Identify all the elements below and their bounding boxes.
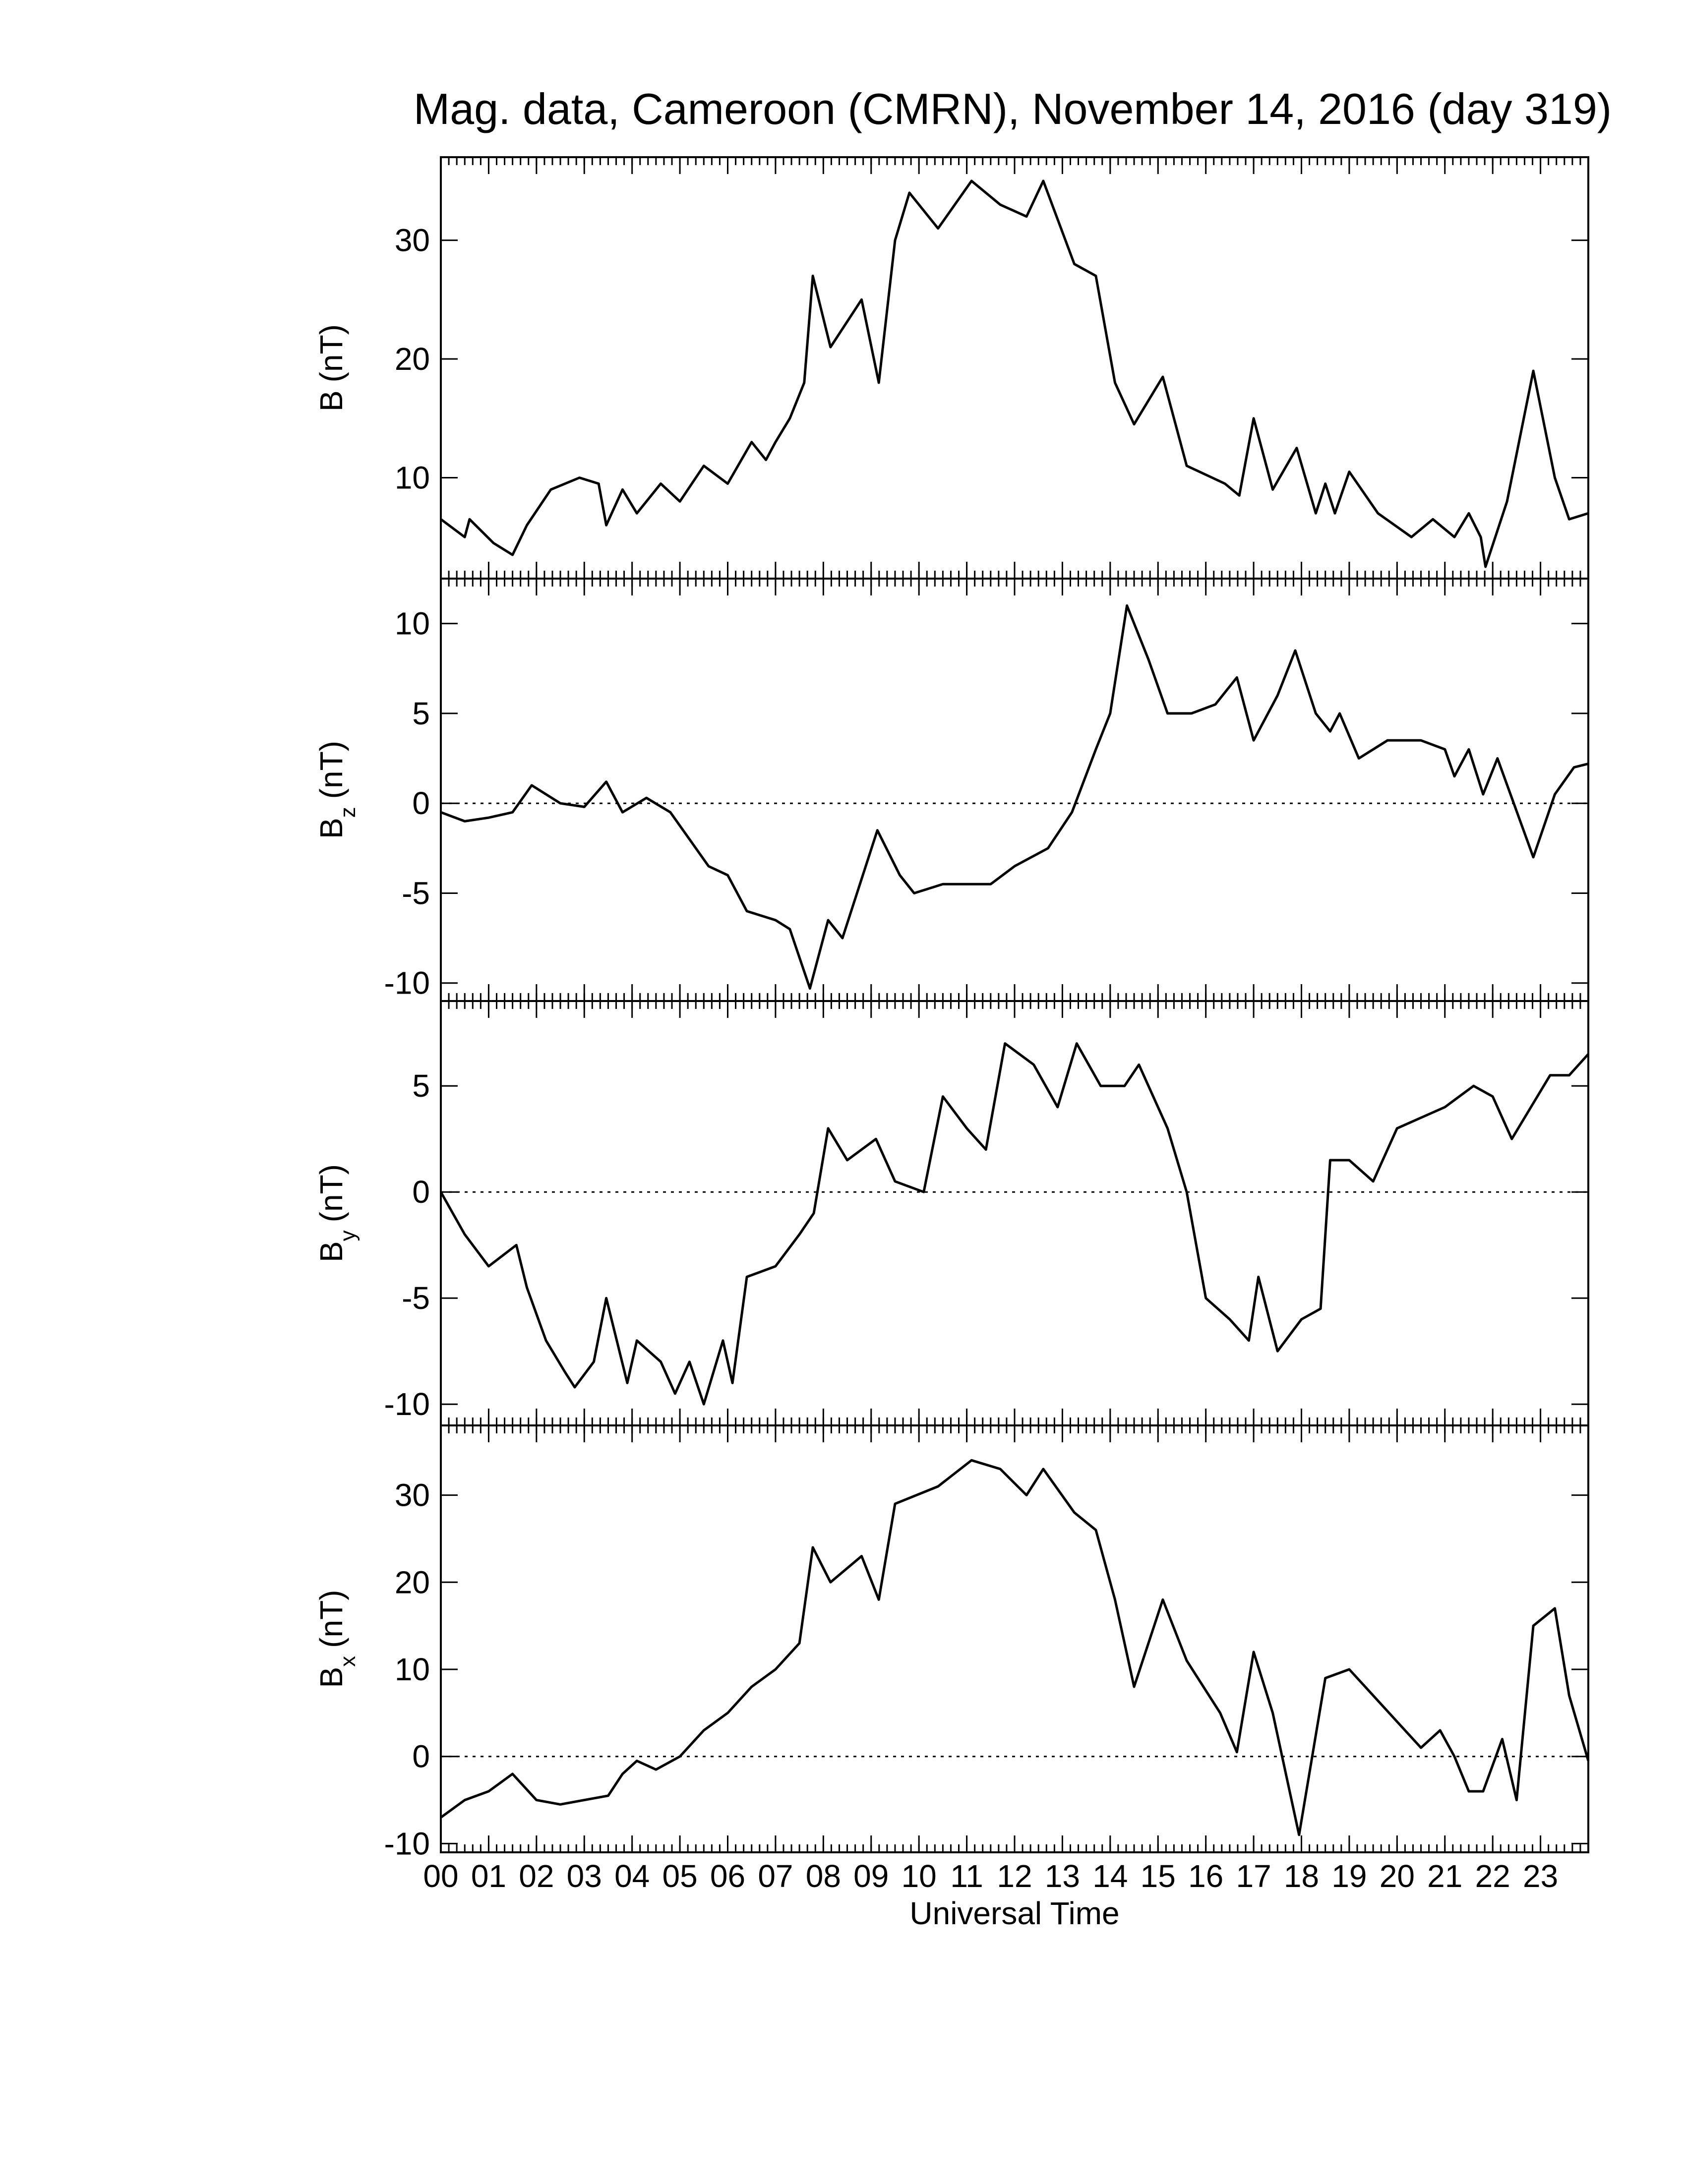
x-tick-label: 02 xyxy=(519,1858,554,1894)
data-line xyxy=(439,1042,1589,1406)
y-tick-label: 5 xyxy=(412,1068,430,1104)
y-label-main: B xyxy=(313,1667,349,1688)
y-label-unit: (nT) xyxy=(313,1164,349,1222)
y-tick-label: 10 xyxy=(395,460,430,495)
y-label-sub: x xyxy=(336,1656,360,1667)
x-tick-label: 11 xyxy=(950,1858,983,1894)
y-label-unit: (nT) xyxy=(313,324,349,382)
y-axis-label: B (nT) xyxy=(313,324,349,412)
y-label-unit: (nT) xyxy=(313,741,349,799)
y-tick-label: 10 xyxy=(395,606,430,642)
y-tick-label: 30 xyxy=(395,223,430,258)
x-tick-label: 05 xyxy=(662,1858,697,1894)
y-axis-label: Bz (nT) xyxy=(313,741,360,839)
y-tick-label: -10 xyxy=(384,1826,430,1861)
y-tick-label: 20 xyxy=(395,341,430,377)
x-tick-label: 07 xyxy=(758,1858,793,1894)
y-axis-label: By (nT) xyxy=(313,1164,360,1262)
y-tick-label: -5 xyxy=(402,1280,430,1316)
y-tick-label: 30 xyxy=(395,1477,430,1513)
x-tick-label: 00 xyxy=(423,1858,458,1894)
x-tick-label: 10 xyxy=(902,1858,937,1894)
y-tick-label: -10 xyxy=(384,1386,430,1422)
x-tick-label: 01 xyxy=(471,1858,506,1894)
x-tick-label: 14 xyxy=(1092,1858,1128,1894)
y-tick-label: 20 xyxy=(395,1564,430,1600)
x-tick-label: 08 xyxy=(806,1858,841,1894)
x-tick-label: 18 xyxy=(1284,1858,1319,1894)
x-tick-label: 23 xyxy=(1523,1858,1558,1894)
plot-frame xyxy=(440,1424,1589,1853)
y-axis-label: Bx (nT) xyxy=(313,1590,360,1688)
y-tick-label: 5 xyxy=(412,696,430,731)
data-line xyxy=(440,179,1589,568)
x-tick-label: 20 xyxy=(1380,1858,1415,1894)
data-line xyxy=(440,604,1589,990)
x-tick-label: 22 xyxy=(1475,1858,1510,1894)
x-axis-label: Universal Time xyxy=(909,1895,1119,1931)
x-tick-label: 06 xyxy=(710,1858,745,1894)
y-tick-label: 10 xyxy=(395,1652,430,1687)
y-tick-label: -10 xyxy=(384,965,430,1001)
data-line xyxy=(440,1459,1590,1836)
y-tick-label: -5 xyxy=(402,875,430,911)
y-label-main: B xyxy=(313,818,349,839)
chart-title: Mag. data, Cameroon (CMRN), November 14,… xyxy=(414,84,1612,133)
y-tick-label: 0 xyxy=(412,785,430,821)
x-tick-label: 12 xyxy=(997,1858,1032,1894)
x-tick-label: 09 xyxy=(853,1858,889,1894)
x-tick-label: 19 xyxy=(1331,1858,1367,1894)
y-label-sub: y xyxy=(336,1230,360,1241)
x-tick-label: 16 xyxy=(1188,1858,1223,1894)
y-label-unit: (nT) xyxy=(313,1590,349,1648)
x-tick-label: 04 xyxy=(614,1858,650,1894)
x-tick-label: 17 xyxy=(1236,1858,1271,1894)
y-tick-label: 0 xyxy=(412,1174,430,1210)
y-tick-label: 0 xyxy=(412,1739,430,1774)
y-label-sub: z xyxy=(336,807,360,818)
y-label-main: B xyxy=(313,1241,349,1262)
x-tick-label: 13 xyxy=(1045,1858,1080,1894)
y-label-main: B xyxy=(313,390,349,412)
x-tick-label: 03 xyxy=(567,1858,602,1894)
x-tick-label: 15 xyxy=(1141,1858,1176,1894)
x-tick-label: 21 xyxy=(1427,1858,1462,1894)
